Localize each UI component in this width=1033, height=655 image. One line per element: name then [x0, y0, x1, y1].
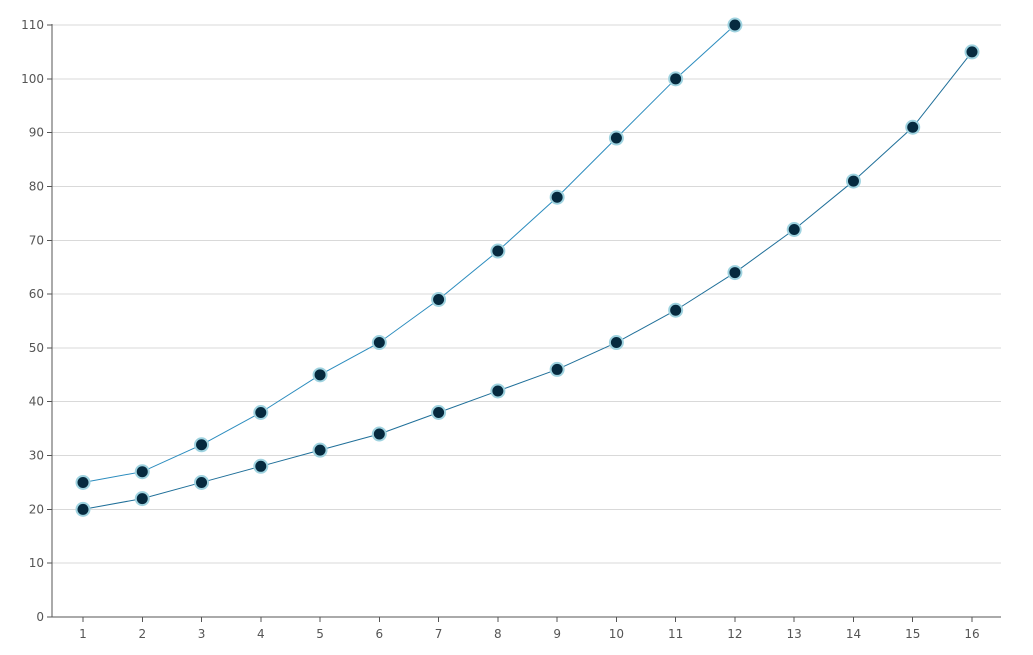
series	[75, 17, 980, 517]
series-2	[75, 44, 980, 517]
y-tick-label: 90	[29, 126, 44, 140]
x-tick-label: 13	[787, 627, 802, 641]
x-tick-label: 9	[553, 627, 561, 641]
y-tick-label: 80	[29, 179, 44, 193]
data-point[interactable]	[431, 291, 447, 307]
x-tick-label: 7	[435, 627, 443, 641]
x-tick-label: 12	[727, 627, 742, 641]
data-point[interactable]	[490, 383, 506, 399]
series-line	[82, 51, 973, 510]
data-point[interactable]	[727, 17, 743, 33]
data-point[interactable]	[490, 243, 506, 259]
x-tick-label: 5	[316, 627, 324, 641]
data-point[interactable]	[727, 265, 743, 281]
data-point[interactable]	[371, 335, 387, 351]
data-point[interactable]	[253, 404, 269, 420]
x-tick-label: 8	[494, 627, 502, 641]
data-point[interactable]	[549, 361, 565, 377]
x-tick-label: 3	[198, 627, 206, 641]
data-point[interactable]	[668, 302, 684, 318]
data-point[interactable]	[608, 335, 624, 351]
x-tick-label: 1	[79, 627, 87, 641]
x-tick-label: 2	[138, 627, 146, 641]
y-tick-label: 110	[21, 18, 44, 32]
data-point[interactable]	[75, 474, 91, 490]
data-point[interactable]	[845, 173, 861, 189]
data-point[interactable]	[431, 404, 447, 420]
data-point[interactable]	[786, 222, 802, 238]
series-1	[75, 17, 743, 490]
data-point[interactable]	[312, 367, 328, 383]
data-point[interactable]	[194, 474, 210, 490]
y-tick-label: 10	[29, 556, 44, 570]
x-tick-label: 10	[609, 627, 624, 641]
x-tick-label: 14	[846, 627, 861, 641]
axes	[51, 24, 1001, 618]
y-tick-label: 50	[29, 341, 44, 355]
data-point[interactable]	[608, 130, 624, 146]
data-point[interactable]	[668, 71, 684, 87]
y-tick-label: 100	[21, 72, 44, 86]
data-point[interactable]	[253, 458, 269, 474]
data-point[interactable]	[549, 189, 565, 205]
grid	[52, 24, 1001, 564]
x-tick-label: 15	[905, 627, 920, 641]
x-tick-label: 11	[668, 627, 683, 641]
y-tick-label: 60	[29, 287, 44, 301]
y-tick-label: 70	[29, 233, 44, 247]
data-point[interactable]	[905, 119, 921, 135]
x-tick-label: 4	[257, 627, 265, 641]
data-point[interactable]	[312, 442, 328, 458]
series-line	[82, 24, 736, 483]
y-tick-label: 30	[29, 449, 44, 463]
data-point[interactable]	[134, 464, 150, 480]
data-point[interactable]	[194, 437, 210, 453]
y-tick-label: 40	[29, 395, 44, 409]
x-tick-label: 16	[964, 627, 979, 641]
data-point[interactable]	[75, 501, 91, 517]
y-tick-label: 0	[36, 610, 44, 624]
data-point[interactable]	[371, 426, 387, 442]
data-point[interactable]	[134, 491, 150, 507]
data-point[interactable]	[964, 44, 980, 60]
x-tick-label: 6	[376, 627, 384, 641]
y-tick-label: 20	[29, 502, 44, 516]
